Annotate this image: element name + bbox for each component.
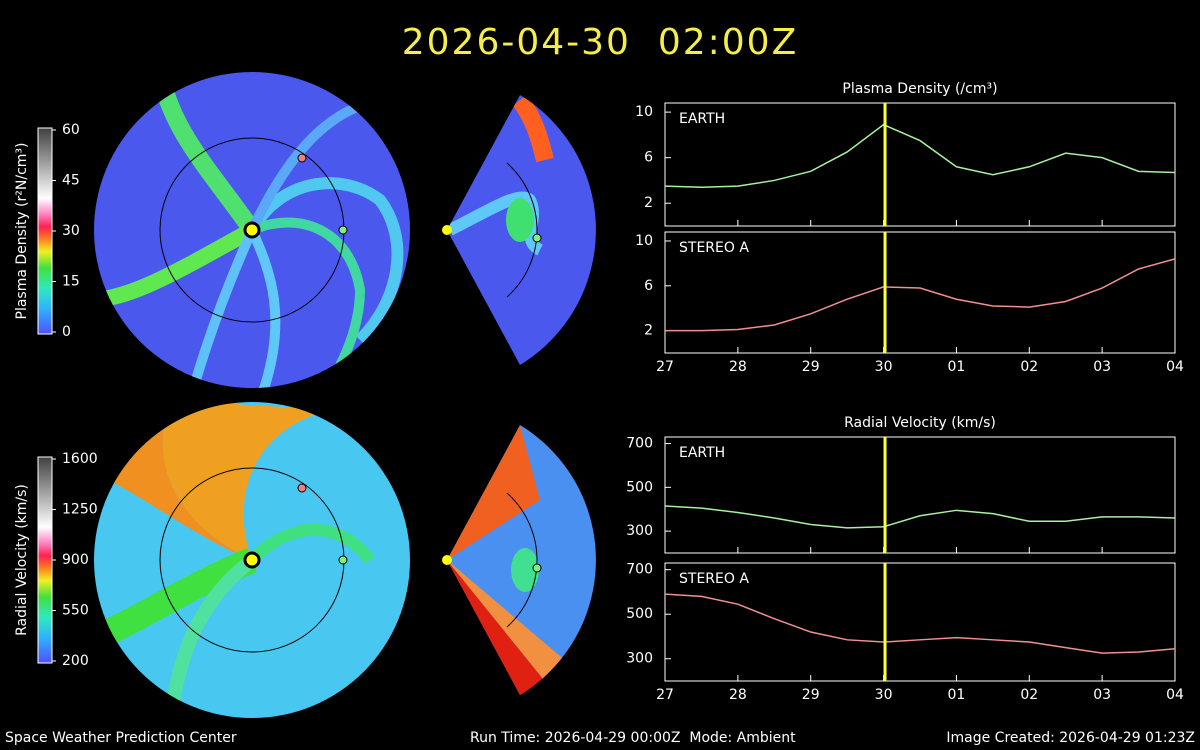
color-bar-label: Radial Velocity (km/s): [14, 484, 30, 636]
x-tick-label: 28: [729, 359, 747, 375]
color-bar: [37, 456, 53, 664]
series-label: EARTH: [679, 111, 725, 127]
color-bar-tick-label: 45: [62, 173, 80, 189]
series-line: [665, 258, 1176, 332]
x-tick-label: 01: [948, 687, 966, 703]
x-tick-label: 03: [1093, 359, 1111, 375]
footer-right: Image Created: 2026-04-29 01:23Z: [946, 730, 1195, 746]
y-tick-label: 700: [626, 562, 653, 578]
y-tick-label: 500: [626, 479, 653, 495]
color-bar-tick-label: 60: [62, 122, 80, 138]
color-bar-tick-label: 200: [62, 653, 89, 669]
y-tick-label: 6: [644, 150, 653, 166]
series-label: STEREO A: [679, 571, 749, 587]
density-disk: [94, 72, 410, 388]
color-bar-tick-label: 550: [62, 603, 89, 619]
x-tick-label: 30: [875, 687, 893, 703]
x-tick-label: 27: [656, 359, 674, 375]
velocity-wedge: [447, 425, 596, 695]
chart-title: Radial Velocity (km/s): [844, 415, 996, 431]
y-tick-label: 6: [644, 278, 653, 294]
color-bar-tick-label: 15: [62, 274, 80, 290]
color-bar-tick-label: 0: [62, 324, 71, 340]
series-label: EARTH: [679, 445, 725, 461]
color-bar-tick-label: 1250: [62, 502, 98, 518]
x-tick-label: 03: [1093, 687, 1111, 703]
x-tick-label: 27: [656, 687, 674, 703]
y-tick-label: 2: [644, 323, 653, 339]
color-bar-tick-label: 1600: [62, 451, 98, 467]
y-tick-label: 500: [626, 606, 653, 622]
orbits-and-bodies: [159, 137, 542, 653]
series-line: [664, 123, 1176, 189]
color-bar: [37, 127, 53, 335]
footer-center: Run Time: 2026-04-29 00:00Z Mode: Ambien…: [470, 730, 796, 746]
color-bar-label: Plasma Density (r²N/cm³): [14, 143, 30, 320]
page-title: 2026-04-30 02:00Z: [402, 22, 799, 63]
x-tick-label: 29: [802, 359, 820, 375]
series-label: STEREO A: [679, 240, 749, 256]
density-wedge: [447, 95, 596, 365]
y-tick-label: 300: [626, 651, 653, 667]
y-tick-label: 2: [644, 195, 653, 211]
plot-frame: [664, 562, 1176, 682]
x-tick-label: 01: [948, 359, 966, 375]
y-tick-label: 10: [635, 104, 653, 120]
plot-frame: [664, 231, 1176, 354]
x-tick-label: 30: [875, 359, 893, 375]
series-line: [664, 505, 1176, 529]
plot-frame: [664, 436, 1176, 554]
x-tick-label: 02: [1020, 687, 1038, 703]
y-tick-label: 10: [635, 233, 653, 249]
color-bar-tick-label: 30: [62, 223, 80, 239]
color-bar-tick-label: 900: [62, 552, 89, 568]
x-tick-label: 04: [1166, 687, 1184, 703]
series-line: [664, 593, 1176, 654]
x-tick-label: 02: [1020, 359, 1038, 375]
x-tick-label: 04: [1166, 359, 1184, 375]
x-tick-label: 29: [802, 687, 820, 703]
y-tick-label: 300: [626, 523, 653, 539]
chart-title: Plasma Density (/cm³): [842, 81, 997, 97]
footer-left: Space Weather Prediction Center: [5, 730, 237, 746]
y-tick-label: 700: [626, 436, 653, 452]
x-tick-label: 28: [729, 687, 747, 703]
plot-frame: [664, 102, 1176, 227]
